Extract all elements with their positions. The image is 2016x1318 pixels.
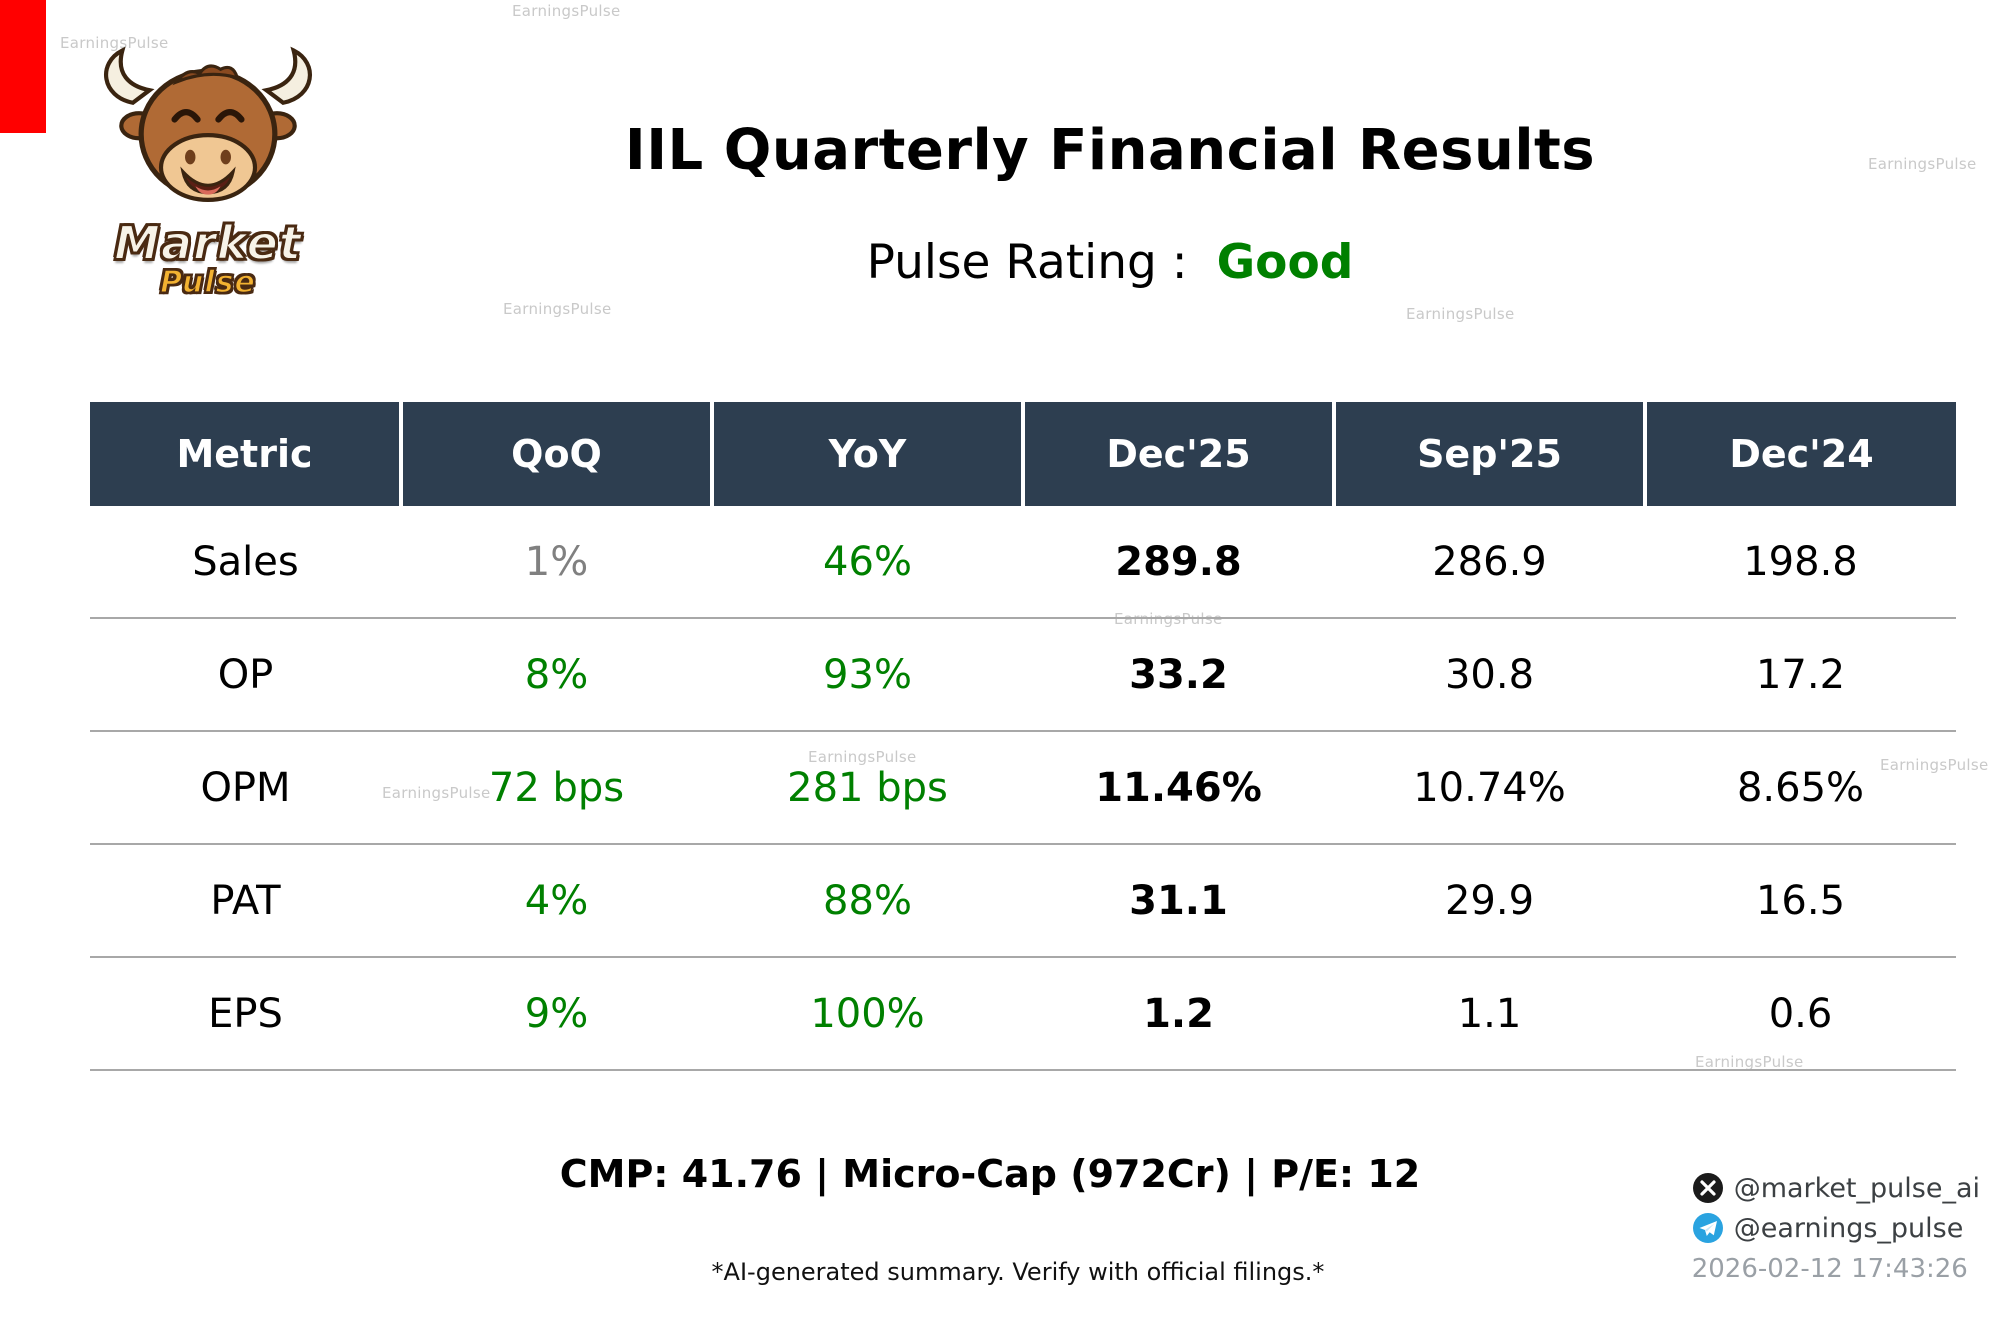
watermark: EarningsPulse: [60, 34, 169, 52]
watermark: EarningsPulse: [1880, 756, 1989, 774]
summary-line: CMP: 41.76 | Micro-Cap (972Cr) | P/E: 12: [559, 1152, 1421, 1196]
watermark: EarningsPulse: [512, 2, 621, 20]
cell-dec25: 289.8: [1115, 538, 1242, 585]
cell-sep25: 10.74%: [1413, 764, 1566, 811]
disclaimer: *AI-generated summary. Verify with offic…: [711, 1258, 1325, 1286]
watermark: EarningsPulse: [1406, 305, 1515, 323]
timestamp: 2026-02-12 17:43:26: [1691, 1254, 1968, 1284]
cell-sep25: 1.1: [1457, 990, 1522, 1037]
market-pulse-logo: Market Pulse: [62, 38, 354, 338]
watermark: EarningsPulse: [1868, 155, 1977, 173]
cell-qoq: 9%: [524, 990, 589, 1037]
col-header-metric: Metric: [90, 402, 401, 506]
cell-yoy: 93%: [823, 651, 912, 698]
pulse-rating-line: Pulse Rating : Good: [300, 235, 1920, 290]
col-header-yoy: YoY: [710, 402, 1023, 506]
telegram-icon: [1692, 1212, 1724, 1244]
table-row: Sales 1% 46% 289.8 286.9 198.8: [90, 506, 1956, 618]
cell-sep25: 30.8: [1444, 651, 1535, 698]
cell-dec24: 8.65%: [1736, 764, 1865, 811]
cell-qoq: 4%: [524, 877, 589, 924]
table-row: PAT 4% 88% 31.1 29.9 16.5: [90, 844, 1956, 957]
cell-sep25: 286.9: [1432, 538, 1547, 585]
x-handle[interactable]: @market_pulse_ai: [1733, 1172, 1980, 1204]
watermark: EarningsPulse: [1695, 1053, 1804, 1071]
social-block: @market_pulse_ai @earnings_pulse 2026-02…: [1691, 1172, 1980, 1285]
cell-qoq: 1%: [524, 538, 589, 585]
cell-dec25: 11.46%: [1095, 764, 1262, 811]
cell-qoq: 8%: [524, 651, 589, 698]
bull-mascot-icon: [104, 46, 312, 202]
cell-yoy: 46%: [823, 538, 912, 585]
col-header-qoq: QoQ: [399, 402, 712, 506]
watermark: EarningsPulse: [808, 748, 917, 766]
x-twitter-icon: [1692, 1172, 1724, 1204]
cell-yoy: 281 bps: [787, 764, 948, 811]
x-handle-row: @market_pulse_ai: [1692, 1172, 1980, 1204]
cell-metric: EPS: [208, 990, 283, 1037]
cell-metric: OPM: [200, 764, 291, 811]
left-accent-bar: [0, 0, 46, 133]
watermark: EarningsPulse: [503, 300, 612, 318]
logo-market-text: Market: [113, 216, 302, 270]
cell-metric: Sales: [192, 538, 299, 585]
cell-metric: PAT: [210, 877, 281, 924]
cell-dec24: 198.8: [1743, 538, 1858, 585]
table-row: EPS 9% 100% 1.2 1.1 0.6: [90, 957, 1956, 1070]
col-header-sep25: Sep'25: [1332, 402, 1645, 506]
telegram-handle[interactable]: @earnings_pulse: [1733, 1212, 1964, 1244]
col-header-dec25: Dec'25: [1021, 402, 1334, 506]
telegram-handle-row: @earnings_pulse: [1692, 1212, 1980, 1244]
cell-metric: OP: [217, 651, 274, 698]
table-header-row: Metric QoQ YoY Dec'25 Sep'25 Dec'24: [90, 402, 1956, 506]
financial-results-table: Metric QoQ YoY Dec'25 Sep'25 Dec'24 Sale…: [90, 402, 1956, 1071]
col-header-dec24: Dec'24: [1643, 402, 1956, 506]
cell-dec24: 0.6: [1768, 990, 1833, 1037]
cell-qoq: 72 bps: [488, 764, 625, 811]
cell-dec24: 17.2: [1755, 651, 1846, 698]
cell-dec25: 33.2: [1129, 651, 1228, 698]
header-block: IIL Quarterly Financial Results Pulse Ra…: [300, 118, 1920, 290]
logo-pulse-text: Pulse: [159, 265, 256, 300]
page-title: IIL Quarterly Financial Results: [624, 118, 1596, 183]
cell-dec25: 1.2: [1143, 990, 1214, 1037]
cell-yoy: 100%: [810, 990, 925, 1037]
rating-label: Pulse Rating :: [866, 235, 1188, 290]
cell-dec25: 31.1: [1129, 877, 1228, 924]
table-row: OP 8% 93% 33.2 30.8 17.2: [90, 618, 1956, 731]
table-row: OPM 72 bps 281 bps 11.46% 10.74% 8.65%: [90, 731, 1956, 844]
cell-sep25: 29.9: [1444, 877, 1535, 924]
watermark: EarningsPulse: [382, 784, 491, 802]
cell-yoy: 88%: [823, 877, 912, 924]
cell-dec24: 16.5: [1755, 877, 1846, 924]
rating-value: Good: [1216, 235, 1354, 290]
watermark: EarningsPulse: [1114, 610, 1223, 628]
